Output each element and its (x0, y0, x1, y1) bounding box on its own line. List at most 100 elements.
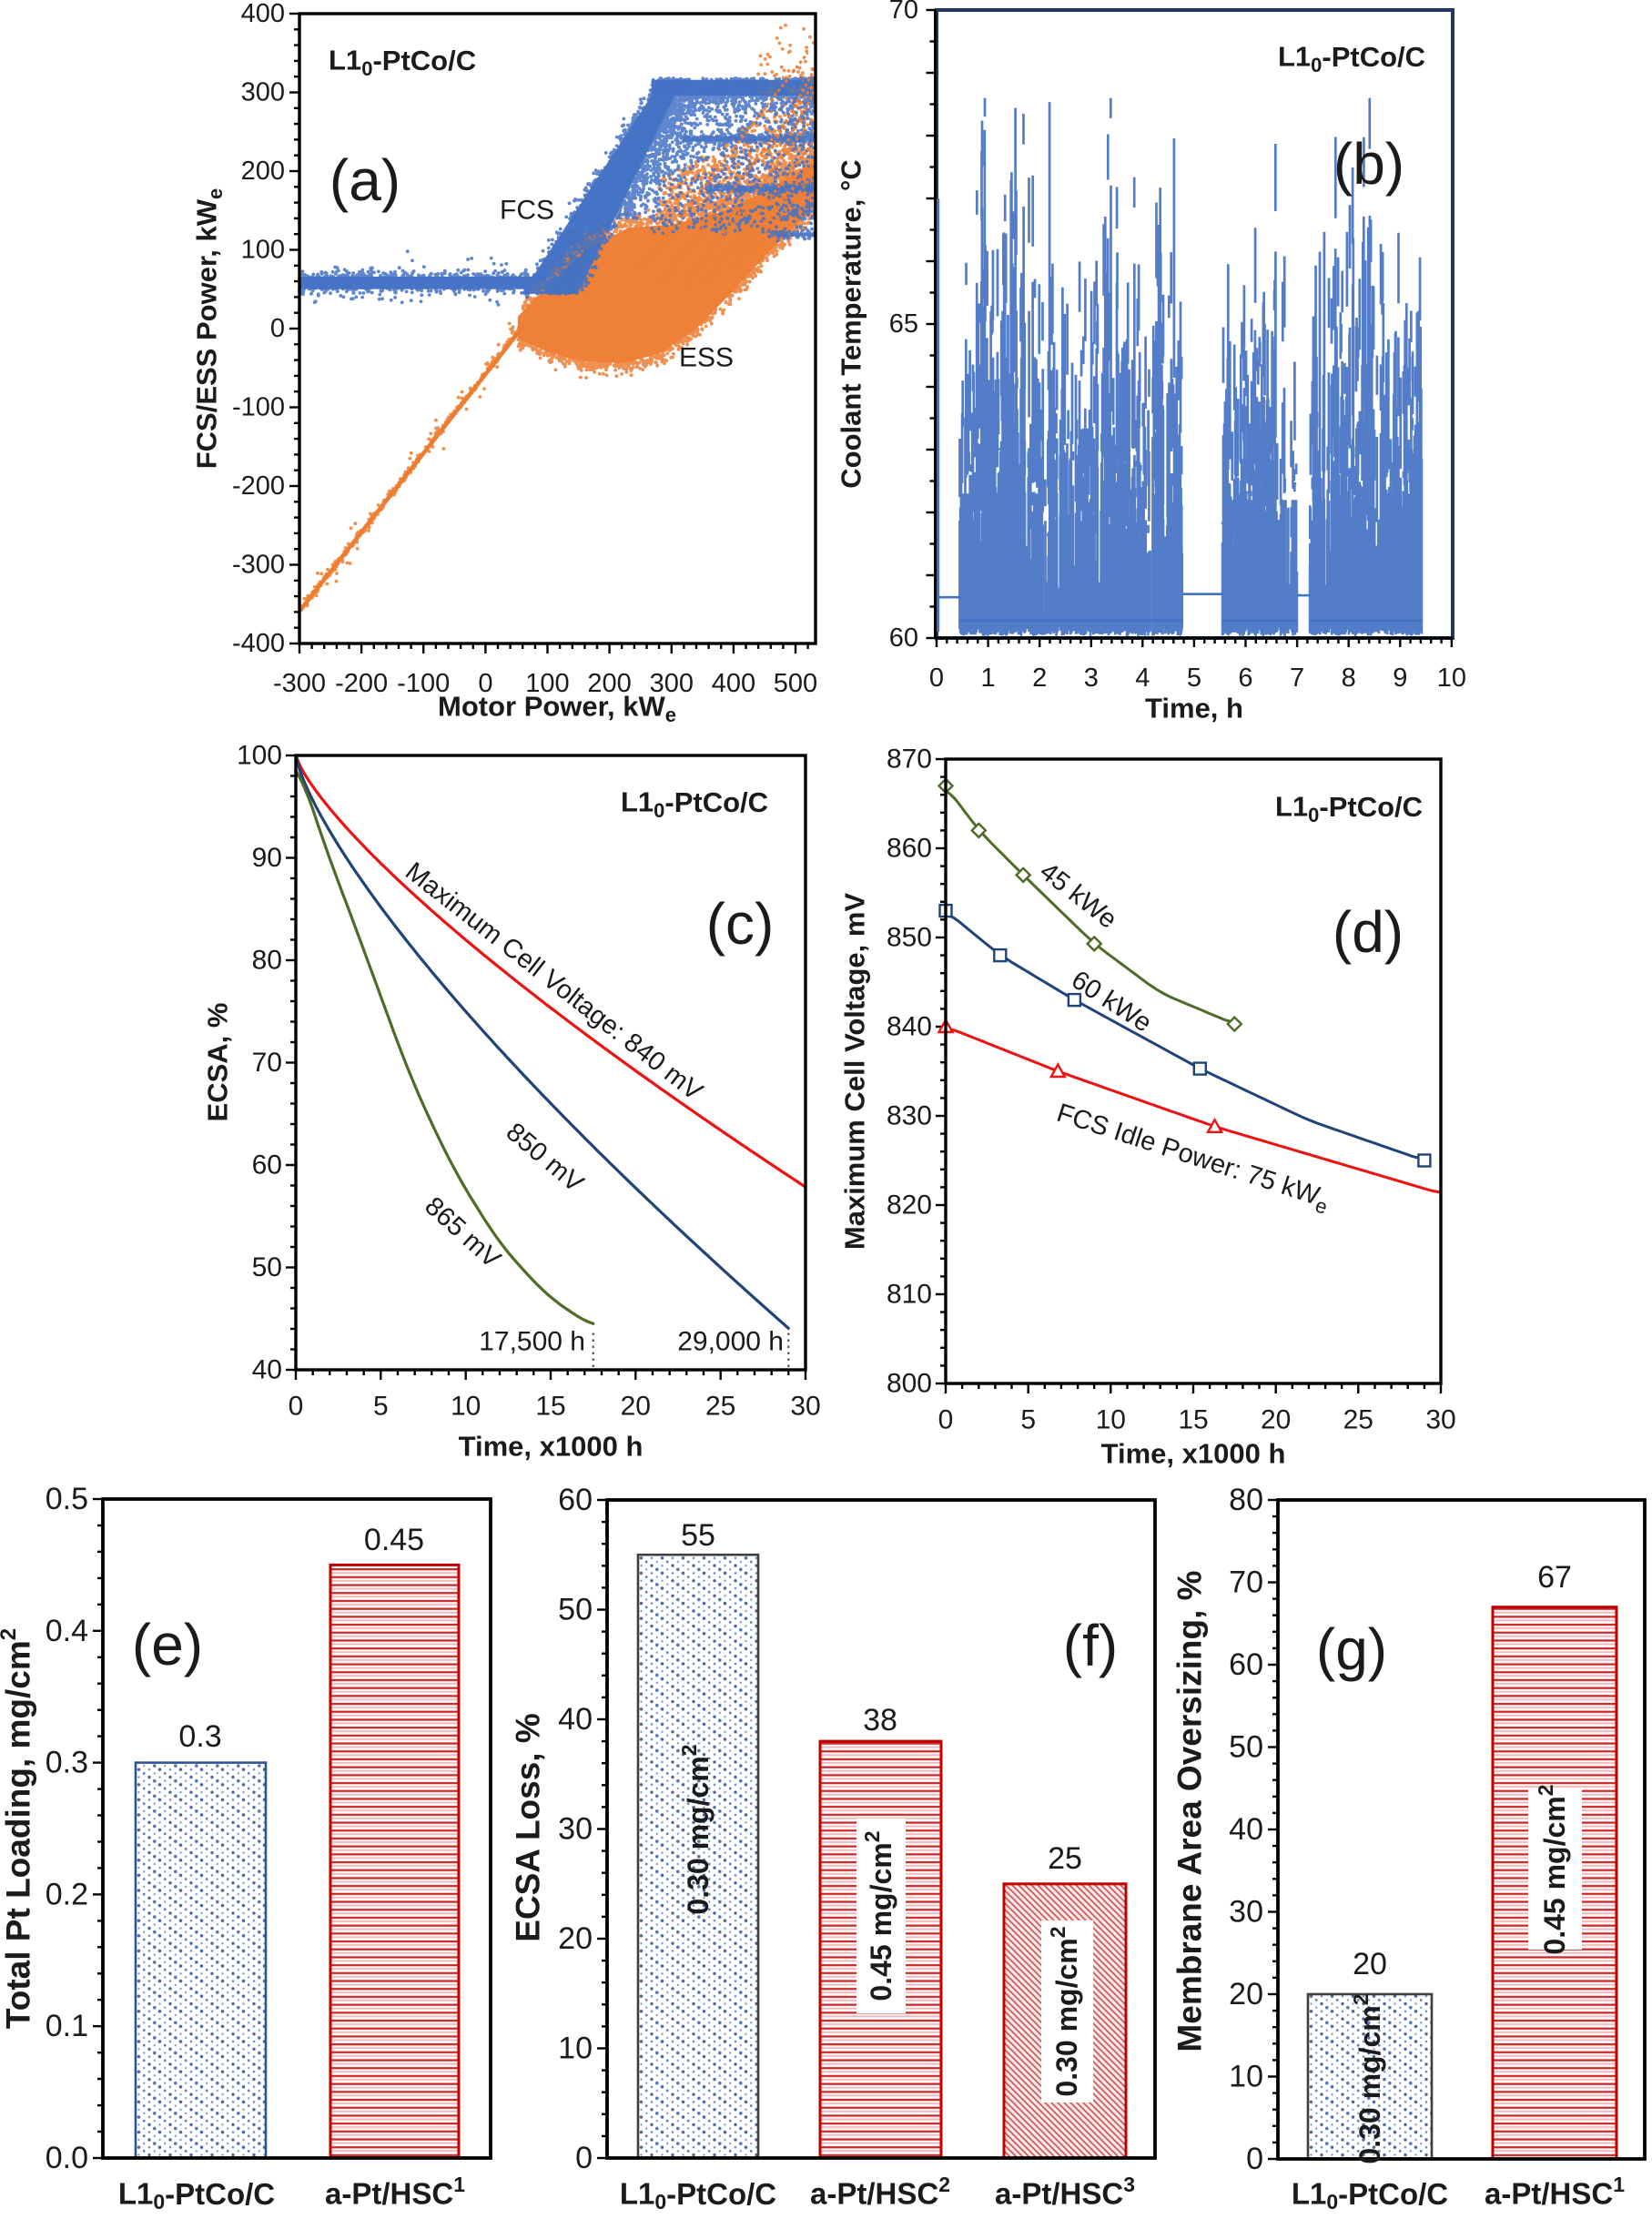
svg-text:-400: -400 (232, 629, 285, 658)
svg-text:100: 100 (237, 741, 282, 771)
svg-text:20: 20 (1261, 1405, 1291, 1435)
svg-text:0: 0 (575, 2141, 593, 2175)
svg-text:50: 50 (1229, 1730, 1263, 1765)
svg-text:L10-PtCo/C: L10-PtCo/C (620, 2177, 776, 2214)
svg-text:-100: -100 (397, 669, 450, 698)
svg-text:40: 40 (558, 1702, 593, 1737)
svg-text:(a): (a) (329, 147, 400, 213)
svg-text:5: 5 (1187, 664, 1201, 693)
svg-text:Time, x1000 h: Time, x1000 h (459, 1431, 644, 1463)
svg-text:L10-PtCo/C: L10-PtCo/C (1292, 2177, 1448, 2214)
svg-text:0: 0 (1246, 2142, 1263, 2176)
svg-text:1: 1 (981, 664, 996, 693)
svg-text:FCS/ESS Power, kWe: FCS/ESS Power, kWe (191, 188, 227, 470)
svg-text:0.1: 0.1 (46, 2009, 88, 2043)
svg-text:ECSA, %: ECSA, % (202, 1003, 234, 1122)
svg-text:70: 70 (252, 1048, 282, 1078)
svg-text:(b): (b) (1333, 131, 1404, 197)
svg-text:860: 860 (887, 834, 932, 864)
svg-text:65: 65 (889, 309, 918, 339)
svg-text:10: 10 (1096, 1405, 1126, 1435)
svg-text:0: 0 (289, 1392, 304, 1422)
svg-text:Motor Power, kWe: Motor Power, kWe (438, 691, 676, 726)
svg-text:(f): (f) (1063, 1613, 1118, 1678)
svg-text:a-Pt/HSC1: a-Pt/HSC1 (325, 2173, 465, 2211)
svg-text:0.0: 0.0 (46, 2141, 88, 2175)
svg-text:10: 10 (451, 1392, 481, 1422)
svg-text:-300: -300 (232, 551, 285, 580)
svg-text:(g): (g) (1316, 1616, 1387, 1682)
svg-text:Time, x1000 h: Time, x1000 h (1101, 1438, 1286, 1470)
svg-text:20: 20 (1353, 1947, 1387, 1981)
svg-text:400: 400 (241, 0, 285, 28)
svg-text:810: 810 (887, 1280, 932, 1310)
svg-text:4: 4 (1135, 664, 1150, 693)
svg-text:38: 38 (863, 1703, 897, 1738)
svg-text:0.30 mg/cm2: 0.30 mg/cm2 (677, 1744, 715, 1914)
svg-text:80: 80 (1229, 1483, 1263, 1517)
svg-text:0.30 mg/cm2: 0.30 mg/cm2 (1349, 1993, 1386, 2163)
svg-text:60: 60 (1229, 1647, 1263, 1682)
svg-text:30: 30 (1425, 1405, 1455, 1435)
svg-text:a-Pt/HSC1: a-Pt/HSC1 (1485, 2173, 1625, 2211)
svg-text:25: 25 (1048, 1841, 1082, 1876)
svg-text:60: 60 (889, 623, 918, 653)
svg-text:0: 0 (478, 669, 492, 698)
svg-text:100: 100 (525, 669, 569, 698)
svg-text:10: 10 (558, 2032, 593, 2066)
svg-text:0: 0 (938, 1405, 954, 1435)
svg-text:Membrane Area Oversizing, %: Membrane Area Oversizing, % (1171, 1570, 1209, 2052)
svg-text:0: 0 (270, 314, 285, 343)
svg-text:2: 2 (1032, 664, 1047, 693)
svg-text:L10-PtCo/C: L10-PtCo/C (118, 2177, 275, 2214)
svg-text:L10-PtCo/C: L10-PtCo/C (1275, 791, 1423, 826)
svg-text:0.30 mg/cm2: 0.30 mg/cm2 (1046, 1926, 1083, 2096)
svg-text:25: 25 (1343, 1405, 1373, 1435)
svg-text:9: 9 (1393, 664, 1407, 693)
svg-text:Coolant Temperature, °C: Coolant Temperature, °C (836, 159, 867, 488)
svg-text:0.45: 0.45 (364, 1523, 424, 1557)
svg-text:200: 200 (241, 157, 285, 186)
svg-text:6: 6 (1238, 664, 1252, 693)
svg-text:Maximum Cell Voltage, mV: Maximum Cell Voltage, mV (839, 893, 871, 1251)
svg-text:17,500 h: 17,500 h (479, 1327, 585, 1357)
svg-text:Total Pt Loading, mg/cm2: Total Pt Loading, mg/cm2 (0, 1628, 37, 2029)
svg-text:100: 100 (241, 236, 285, 265)
svg-text:800: 800 (887, 1369, 932, 1399)
svg-text:(e): (e) (132, 1612, 203, 1677)
svg-text:(d): (d) (1333, 899, 1404, 965)
svg-text:8: 8 (1342, 664, 1356, 693)
svg-text:830: 830 (887, 1101, 932, 1131)
svg-text:20: 20 (558, 1921, 593, 1956)
svg-text:Time, h: Time, h (1145, 693, 1243, 724)
svg-text:30: 30 (790, 1392, 820, 1422)
svg-text:7: 7 (1290, 664, 1304, 693)
svg-text:50: 50 (252, 1252, 282, 1282)
svg-text:60: 60 (252, 1150, 282, 1180)
svg-text:500: 500 (774, 669, 817, 698)
svg-text:67: 67 (1537, 1560, 1572, 1595)
svg-text:5: 5 (373, 1392, 389, 1422)
svg-text:0.45 mg/cm2: 0.45 mg/cm2 (1534, 1784, 1571, 1954)
svg-text:20: 20 (621, 1392, 651, 1422)
svg-text:10: 10 (1437, 664, 1466, 693)
svg-text:840: 840 (887, 1012, 932, 1042)
svg-text:70: 70 (889, 0, 918, 25)
svg-text:0: 0 (929, 664, 944, 693)
svg-text:10: 10 (1229, 2060, 1263, 2094)
svg-text:300: 300 (650, 669, 694, 698)
svg-text:0.45 mg/cm2: 0.45 mg/cm2 (860, 1830, 897, 2001)
svg-text:20: 20 (1229, 1977, 1263, 2011)
svg-text:0.3: 0.3 (178, 1719, 221, 1754)
svg-text:0.4: 0.4 (46, 1614, 88, 1648)
svg-text:0.5: 0.5 (46, 1482, 88, 1516)
svg-text:30: 30 (1229, 1895, 1263, 1930)
svg-text:850: 850 (887, 923, 932, 953)
svg-text:25: 25 (705, 1392, 735, 1422)
svg-text:40: 40 (252, 1355, 282, 1385)
svg-text:15: 15 (535, 1392, 565, 1422)
svg-text:70: 70 (1229, 1565, 1263, 1600)
svg-text:ECSA Loss, %: ECSA Loss, % (510, 1713, 547, 1942)
svg-text:L10-PtCo/C: L10-PtCo/C (621, 786, 768, 822)
svg-text:L10-PtCo/C: L10-PtCo/C (1278, 41, 1425, 76)
